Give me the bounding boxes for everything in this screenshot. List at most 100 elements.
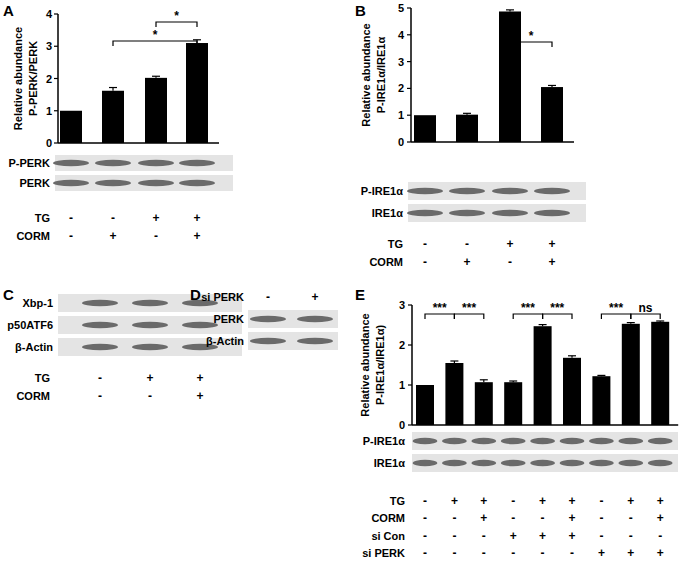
condition-label: CORM: [369, 256, 403, 268]
y-tick: [54, 13, 58, 14]
panel-e: E0123Relative abundanceP-IRE1α/IRE1α)***…: [355, 286, 678, 560]
condition-label: CORM: [16, 230, 50, 242]
blot-band: [82, 322, 118, 328]
condition-label: TG: [390, 495, 405, 507]
blot-band: [95, 160, 131, 166]
error-bar: [480, 380, 488, 382]
bars: [414, 10, 563, 142]
condition-value: -: [570, 546, 574, 560]
blot-band: [442, 438, 467, 444]
blot-band: [471, 460, 496, 466]
condition-value: -: [511, 494, 515, 508]
condition-value: +: [548, 255, 555, 269]
blot-row-label: P-IRE1α: [361, 185, 403, 197]
y-axis-label: Relative abundance: [359, 313, 371, 416]
y-tick-label: 0: [398, 136, 404, 148]
condition-label: si PERK: [362, 547, 405, 559]
blot-band: [589, 460, 614, 466]
significance-label: ***: [609, 301, 623, 315]
blot-row-label: PERK: [213, 313, 244, 325]
error-bar: [539, 325, 547, 327]
blot-band: [250, 338, 286, 344]
blot-band: [132, 300, 168, 306]
y-axis-label: P-IRE1α/IRE1α: [375, 37, 387, 114]
error-bar: [656, 321, 664, 323]
bars: [416, 321, 669, 425]
blot-band: [138, 160, 174, 166]
bar: [651, 322, 669, 425]
condition-value: -: [423, 237, 427, 251]
bar: [534, 326, 552, 425]
blot-band: [179, 180, 215, 186]
condition-value: -: [508, 255, 512, 269]
blot-row-label: P-IRE1α: [363, 435, 405, 447]
blot-strip: [412, 454, 678, 472]
blot-band: [82, 300, 118, 306]
condition-value: +: [109, 229, 116, 243]
condition-label: TG: [35, 212, 50, 224]
condition-value: +: [568, 494, 575, 508]
condition-value: -: [541, 546, 545, 560]
bar: [60, 111, 82, 143]
condition-value: -: [423, 255, 427, 269]
condition-value: -: [452, 529, 456, 543]
error-bar: [509, 381, 517, 382]
y-tick: [408, 424, 412, 425]
blot-band: [618, 438, 643, 444]
condition-value: -: [69, 211, 73, 225]
y-tick-label: 3: [46, 40, 52, 52]
blot-strip: [248, 310, 338, 328]
bar: [414, 115, 436, 142]
y-tick-label: 1: [398, 109, 404, 121]
blot-strip: [408, 182, 586, 200]
y-tick-label: 2: [398, 82, 404, 94]
significance-label: *: [174, 9, 179, 23]
blot-band: [297, 338, 333, 344]
blot-band: [534, 188, 570, 194]
blot-band: [589, 438, 614, 444]
y-tick-label: 2: [46, 73, 52, 85]
blot-band: [449, 210, 485, 216]
blot-band: [53, 160, 89, 166]
blot-band: [407, 188, 443, 194]
blot-band: [413, 438, 438, 444]
condition-value: +: [539, 494, 546, 508]
significance-label: ***: [550, 301, 564, 315]
condition-value: -: [111, 211, 115, 225]
condition-value: +: [568, 511, 575, 525]
y-tick: [407, 141, 411, 142]
condition-value: +: [657, 546, 664, 560]
condition-value: +: [152, 211, 159, 225]
y-tick: [408, 304, 412, 305]
error-bar: [548, 85, 556, 87]
condition-value: +: [506, 237, 513, 251]
condition-value: -: [69, 229, 73, 243]
condition-value: +: [539, 529, 546, 543]
error-bar: [463, 113, 471, 114]
bar: [592, 376, 610, 425]
blot-band: [82, 344, 118, 350]
blot-band: [407, 210, 443, 216]
bar: [456, 115, 478, 142]
condition-value: +: [568, 529, 575, 543]
significance-label: *: [529, 29, 534, 43]
bar: [563, 358, 581, 425]
blot-strip: [248, 332, 338, 350]
condition-value: -: [452, 511, 456, 525]
y-tick-label: 4: [46, 8, 53, 20]
blot-band: [648, 438, 673, 444]
blot-band: [492, 210, 528, 216]
condition-value: -: [452, 546, 456, 560]
bar: [475, 382, 493, 425]
bars: [60, 40, 208, 143]
condition-label: CORM: [16, 390, 50, 402]
y-tick: [407, 115, 411, 116]
condition-value: -: [98, 389, 102, 403]
condition-value: -: [629, 511, 633, 525]
condition-value: -: [423, 494, 427, 508]
blot-band: [560, 438, 585, 444]
condition-value: +: [193, 211, 200, 225]
y-tick-label: 4: [398, 29, 405, 41]
panel-letter: E: [355, 286, 365, 303]
blot-row-label: Xbp-1: [22, 297, 53, 309]
